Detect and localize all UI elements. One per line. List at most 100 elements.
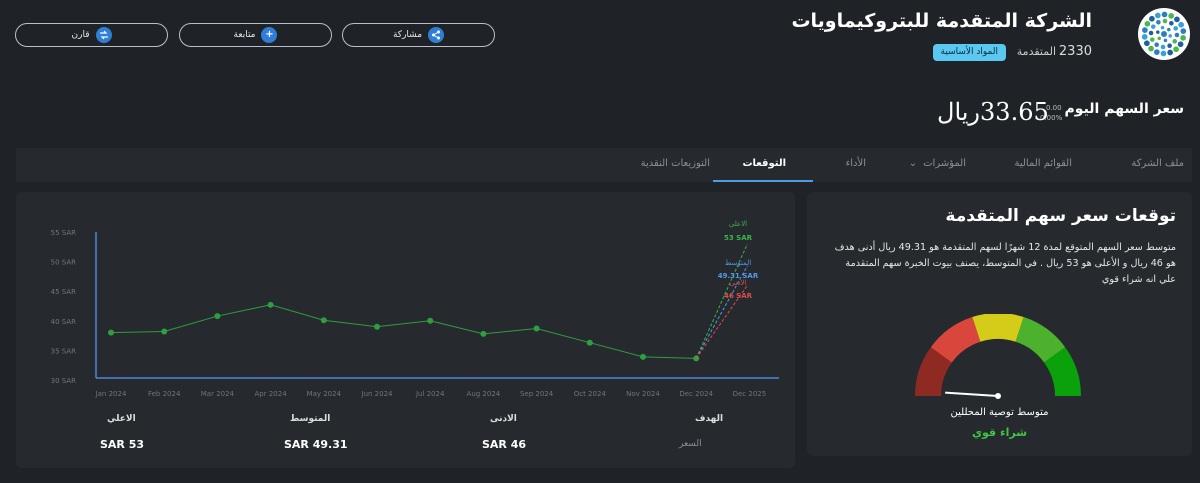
- x-tick-label: Jun 2024: [361, 390, 394, 398]
- x-tick-label: Mar 2024: [201, 390, 235, 398]
- data-point: [640, 353, 646, 360]
- active-tab-indicator: [713, 180, 813, 182]
- forecast-avg-value: 49.31 SAR: [718, 272, 759, 280]
- y-tick-label: 40 SAR: [51, 318, 76, 326]
- y-tick-label: 45 SAR: [51, 288, 76, 296]
- tab-financial-statements[interactable]: القوائم المالية: [1014, 158, 1072, 169]
- logo-dot: [1169, 20, 1174, 26]
- gauge-segment: [915, 347, 952, 396]
- share-label: مشاركة: [392, 30, 423, 40]
- data-point: [480, 330, 487, 337]
- summary-target-label: الهدف: [695, 414, 724, 424]
- follow-button[interactable]: + متابعة: [179, 23, 332, 47]
- x-tick-label: May 2024: [307, 390, 342, 398]
- symbol-name: المتقدمة: [1016, 45, 1056, 58]
- gauge-segment: [1015, 317, 1066, 363]
- logo-dot: [1161, 11, 1168, 18]
- forecast-low-value: 46 SAR: [724, 292, 753, 300]
- forecast-low-label: الادنى: [730, 279, 747, 287]
- logo-dot: [1168, 34, 1172, 38]
- forecast-high-value: 53 SAR: [724, 234, 753, 242]
- plus-icon: +: [261, 27, 278, 43]
- company-title: الشركة المتقدمة للبتروكيماويات: [791, 10, 1092, 32]
- logo-dot: [1163, 38, 1168, 43]
- logo-dot: [1156, 30, 1160, 34]
- forecast-high-line: [695, 243, 748, 359]
- data-point: [214, 313, 221, 320]
- logo-dot: [1148, 30, 1154, 36]
- y-tick-label: 35 SAR: [51, 347, 76, 355]
- chevron-down-icon: ⌄: [908, 158, 918, 169]
- forecast-summary-panel: توقعات سعر سهم المتقدمة متوسط سعر السهم …: [807, 192, 1192, 456]
- y-tick-label: 50 SAR: [51, 259, 76, 267]
- logo-dot: [1167, 43, 1172, 49]
- tab-indicators[interactable]: المؤشرات ⌄: [909, 158, 966, 169]
- summary-low-label: الادنى: [490, 414, 517, 424]
- logo-dot: [1160, 25, 1165, 30]
- forecast-avg-label: المتوسط: [725, 259, 751, 267]
- logo-dot: [1141, 34, 1148, 40]
- x-tick-label: Sep 2024: [520, 390, 554, 398]
- forecast-title: توقعات سعر سهم المتقدمة: [945, 206, 1176, 226]
- compare-button[interactable]: قارن: [15, 23, 168, 47]
- analyst-gauge: [915, 314, 1081, 399]
- price-change-percent: 0.00%: [1040, 114, 1063, 122]
- logo-dot: [1154, 42, 1159, 48]
- summary-price-label: السعر: [679, 439, 702, 449]
- y-tick-label: 30 SAR: [51, 377, 76, 385]
- data-point: [320, 317, 327, 324]
- logo-dot: [1149, 15, 1155, 22]
- logo-dot: [1168, 13, 1175, 19]
- logo-dot: [1174, 16, 1180, 23]
- logo-dot: [1142, 27, 1148, 33]
- logo-dot: [1177, 41, 1184, 48]
- logo-dot: [1167, 27, 1171, 32]
- logo-dot: [1174, 32, 1180, 38]
- summary-avg-label: المتوسط: [290, 414, 331, 424]
- logo-dot: [1162, 18, 1168, 24]
- logo-dot: [1156, 19, 1161, 25]
- logo-dot: [1149, 37, 1155, 42]
- data-point: [161, 328, 168, 335]
- data-point: [586, 339, 593, 346]
- logo-dot: [1160, 44, 1166, 50]
- company-logo: [1138, 8, 1190, 60]
- summary-high-value: SAR 53: [100, 438, 145, 451]
- logo-dot: [1150, 24, 1156, 29]
- symbol-code: 2330: [1058, 44, 1092, 59]
- x-tick-label: Jul 2024: [415, 390, 445, 398]
- gauge-label: متوسط توصية المحللين: [950, 407, 1049, 418]
- x-tick-label: Apr 2024: [255, 390, 288, 398]
- logo-dot: [1144, 40, 1150, 47]
- summary-low-value: SAR 46: [482, 438, 527, 451]
- gauge-segment: [972, 314, 1024, 342]
- logo-dot: [1173, 46, 1179, 53]
- tab-company-profile[interactable]: ملف الشركة: [1131, 158, 1184, 169]
- tab-forecasts[interactable]: التوقعات: [742, 158, 786, 169]
- logo-dot: [1148, 45, 1154, 52]
- x-tick-label: Oct 2024: [574, 390, 607, 398]
- tab-indicators-label: المؤشرات: [923, 158, 966, 169]
- x-tick-label: Dec 2024: [679, 390, 713, 398]
- forecast-avg-line: [695, 265, 748, 359]
- gauge-segment: [930, 317, 981, 363]
- gauge-needle: [945, 391, 999, 397]
- logo-dot: [1157, 36, 1161, 41]
- data-point: [374, 323, 380, 330]
- summary-high-label: الاعلي: [107, 414, 136, 424]
- compare-icon: [95, 27, 112, 43]
- logo-dot: [1154, 12, 1161, 19]
- tab-performance[interactable]: الأداء: [845, 158, 866, 169]
- tabs-bar: [16, 148, 1192, 182]
- logo-dot: [1172, 39, 1178, 44]
- sector-badge[interactable]: المواد الأساسية: [932, 44, 1006, 61]
- tab-cash-dividends[interactable]: التوزيعات النقدية: [640, 158, 710, 169]
- logo-dot: [1161, 31, 1167, 37]
- share-icon: [428, 27, 445, 43]
- logo-dot: [1160, 50, 1167, 57]
- share-button[interactable]: مشاركة: [342, 23, 495, 47]
- logo-dot: [1180, 28, 1187, 34]
- forecast-description: متوسط سعر السهم المتوقع لمدة 12 شهرًا لس…: [834, 242, 1176, 285]
- price-forecast-chart: 30 SAR 35 SAR 40 SAR 45 SAR 50 SAR 55 SAR Jan …: [51, 220, 779, 398]
- x-tick-label: Jan 2024: [95, 390, 127, 398]
